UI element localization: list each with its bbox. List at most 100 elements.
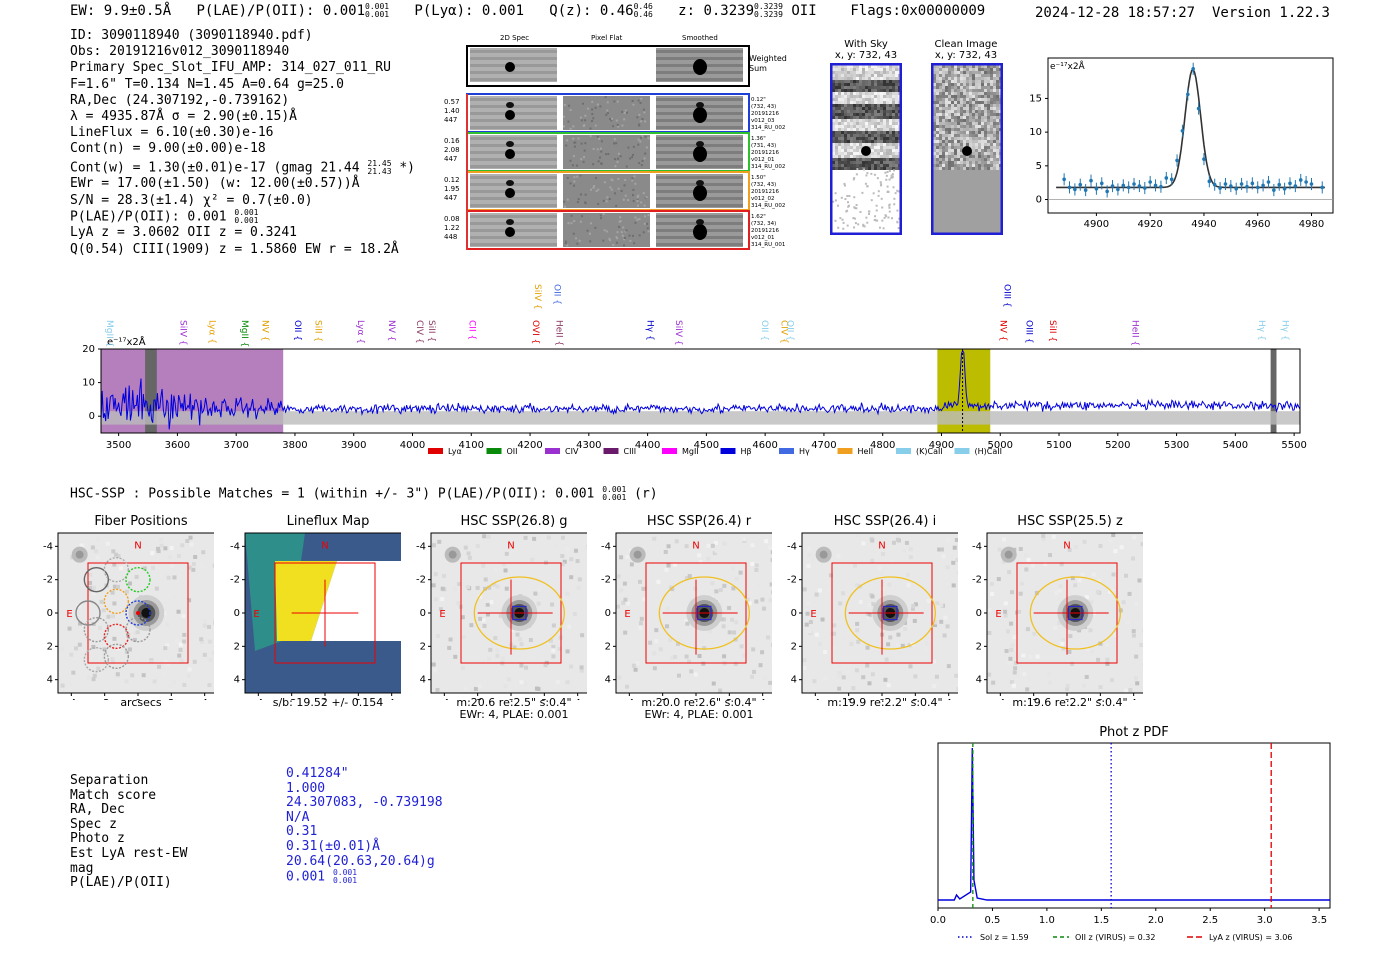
cutout-noise [1026,557,1031,562]
sky-pixel [856,110,859,113]
sky-pixel [960,149,963,152]
sky-pixel [892,131,895,134]
sky-pixel [933,65,936,68]
sky-pixel [841,137,844,140]
sky-pixel [990,77,993,80]
sky-pixel [981,131,984,134]
noise-pixel [608,198,611,201]
sky-pixel [895,92,898,95]
sky-pixel [948,128,951,131]
sky-pixel [951,155,954,158]
cutout-noise [92,585,97,590]
sky-pixel [972,98,975,101]
sky-pixel [832,65,835,68]
noise-pixel [613,100,616,103]
sky-pixel [963,143,966,146]
sky-pixel [883,146,886,149]
sky-pixel [877,86,880,89]
sky-speck [886,190,889,193]
cutout-noise [954,537,958,542]
cutout-ytick-label: -2 [230,575,240,586]
sky-pixel [844,116,847,119]
sky-pixel [832,146,835,149]
cutout-image: NE4-42-200-22-44 [230,532,401,700]
sky-pixel [844,110,847,113]
sky-pixel [850,92,853,95]
cutout-noise [708,629,713,634]
noise-pixel [583,149,586,152]
sky-pixel [880,107,883,110]
sky-pixel [832,89,835,92]
cutout-xtick-label: -2 [100,698,110,700]
cutout-ytick-label: 0 [234,608,240,619]
cutout-noise [722,617,727,622]
cutout-xtick-label: 2 [1097,698,1103,700]
sky-pixel [895,164,898,167]
noise-pixel [564,242,567,245]
cutout-noise [951,583,956,588]
sky-pixel [877,98,880,101]
sky-pixel [948,80,951,83]
sky-pixel [972,65,975,68]
sky-pixel [939,143,942,146]
sky-pixel [933,143,936,146]
sky-pixel [844,155,847,158]
sky-pixel [841,164,844,167]
noise-pixel [644,215,647,218]
cutout-noise [498,613,503,618]
cutout-noise [739,644,744,649]
cutout-noise [752,669,757,674]
sky-pixel [972,128,975,131]
sky-pixel [841,95,844,98]
sky-pixel [889,77,892,80]
sky-pixel [996,155,999,158]
noise-pixel [624,194,627,197]
search-box [87,562,189,664]
sky-pixel [883,155,886,158]
noise-pixel [605,113,608,116]
cutout-noise [684,654,689,659]
cutout-ytick-label: 4 [976,675,982,686]
cutout-noise [534,686,539,691]
cutout-noise [673,654,678,659]
sky-pixel [933,95,936,98]
zoom-point [1293,184,1298,188]
value-plae-text: 0.001 [286,869,326,885]
sky-pixel [871,152,874,155]
cutout-noise [1082,539,1087,544]
cutout-noise [637,579,642,584]
sky-pixel [951,164,954,167]
sky-pixel [978,68,981,71]
cutout-noise [569,557,574,562]
sky-pixel [975,164,978,167]
sky-pixel [844,80,847,83]
noise-pixel [584,119,587,122]
sky-pixel [936,83,939,86]
sky-pixel [951,149,954,152]
sky-pixel [832,110,835,113]
cutout-noise [867,681,872,686]
sky-pixel [993,92,996,95]
sky-pixel [877,92,880,95]
east-label: E [439,609,445,620]
sky-pixel [954,86,957,89]
sky-speck [847,201,850,204]
sky-pixel [957,164,960,167]
sky-pixel [975,110,978,113]
sky-pixel [933,158,936,161]
fiber-cell [656,174,743,208]
sky-pixel [939,161,942,164]
sky-pixel [892,98,895,101]
cutout-noise [560,554,565,559]
sky-pixel [832,92,835,95]
cutout-noise [142,657,147,662]
value-photo-z: 0.31 [286,824,318,840]
sky-pixel [886,71,889,74]
fiber-circle [83,616,110,643]
sky-pixel [993,101,996,104]
cutout-noise [820,617,825,622]
sky-pixel [841,155,844,158]
flags: Flags:0x00000009 [850,3,986,19]
cutout-noise [642,597,647,602]
cutout-noise [551,623,556,628]
